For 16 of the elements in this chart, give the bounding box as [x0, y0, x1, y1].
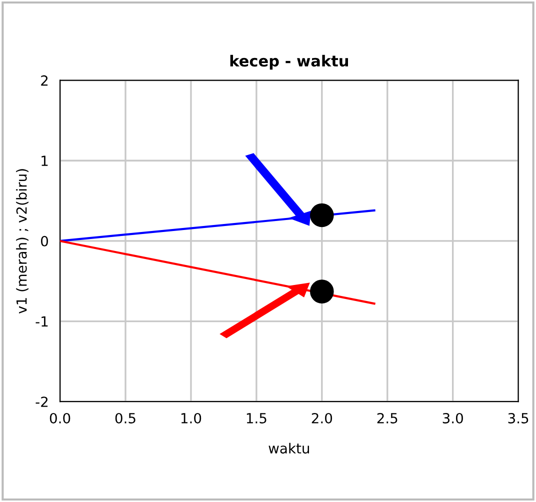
x-tick-label: 3.5 — [508, 412, 528, 424]
y-tick-label: 0 — [41, 236, 48, 246]
chart-title: kecep - waktu — [230, 54, 348, 70]
y-tick-label: 1 — [42, 156, 48, 166]
x-tick-label: 1.0 — [181, 412, 202, 424]
y-tick-label: 2 — [41, 75, 48, 86]
x-axis-title: waktu — [268, 442, 309, 454]
y-axis-title: v1 (merah) ; v2(biru) — [16, 169, 28, 314]
x-tick-label: 0.5 — [115, 412, 136, 424]
x-tick-label: 2.5 — [377, 412, 398, 424]
x-tick-label: 0.0 — [50, 412, 70, 424]
y-tick-label: -2 — [36, 396, 48, 407]
y-tick-label: -1 — [36, 316, 48, 327]
x-tick-label: 1.5 — [246, 413, 266, 424]
x-tick-label: 3.0 — [442, 412, 463, 424]
x-tick-label: 2.0 — [312, 412, 332, 424]
